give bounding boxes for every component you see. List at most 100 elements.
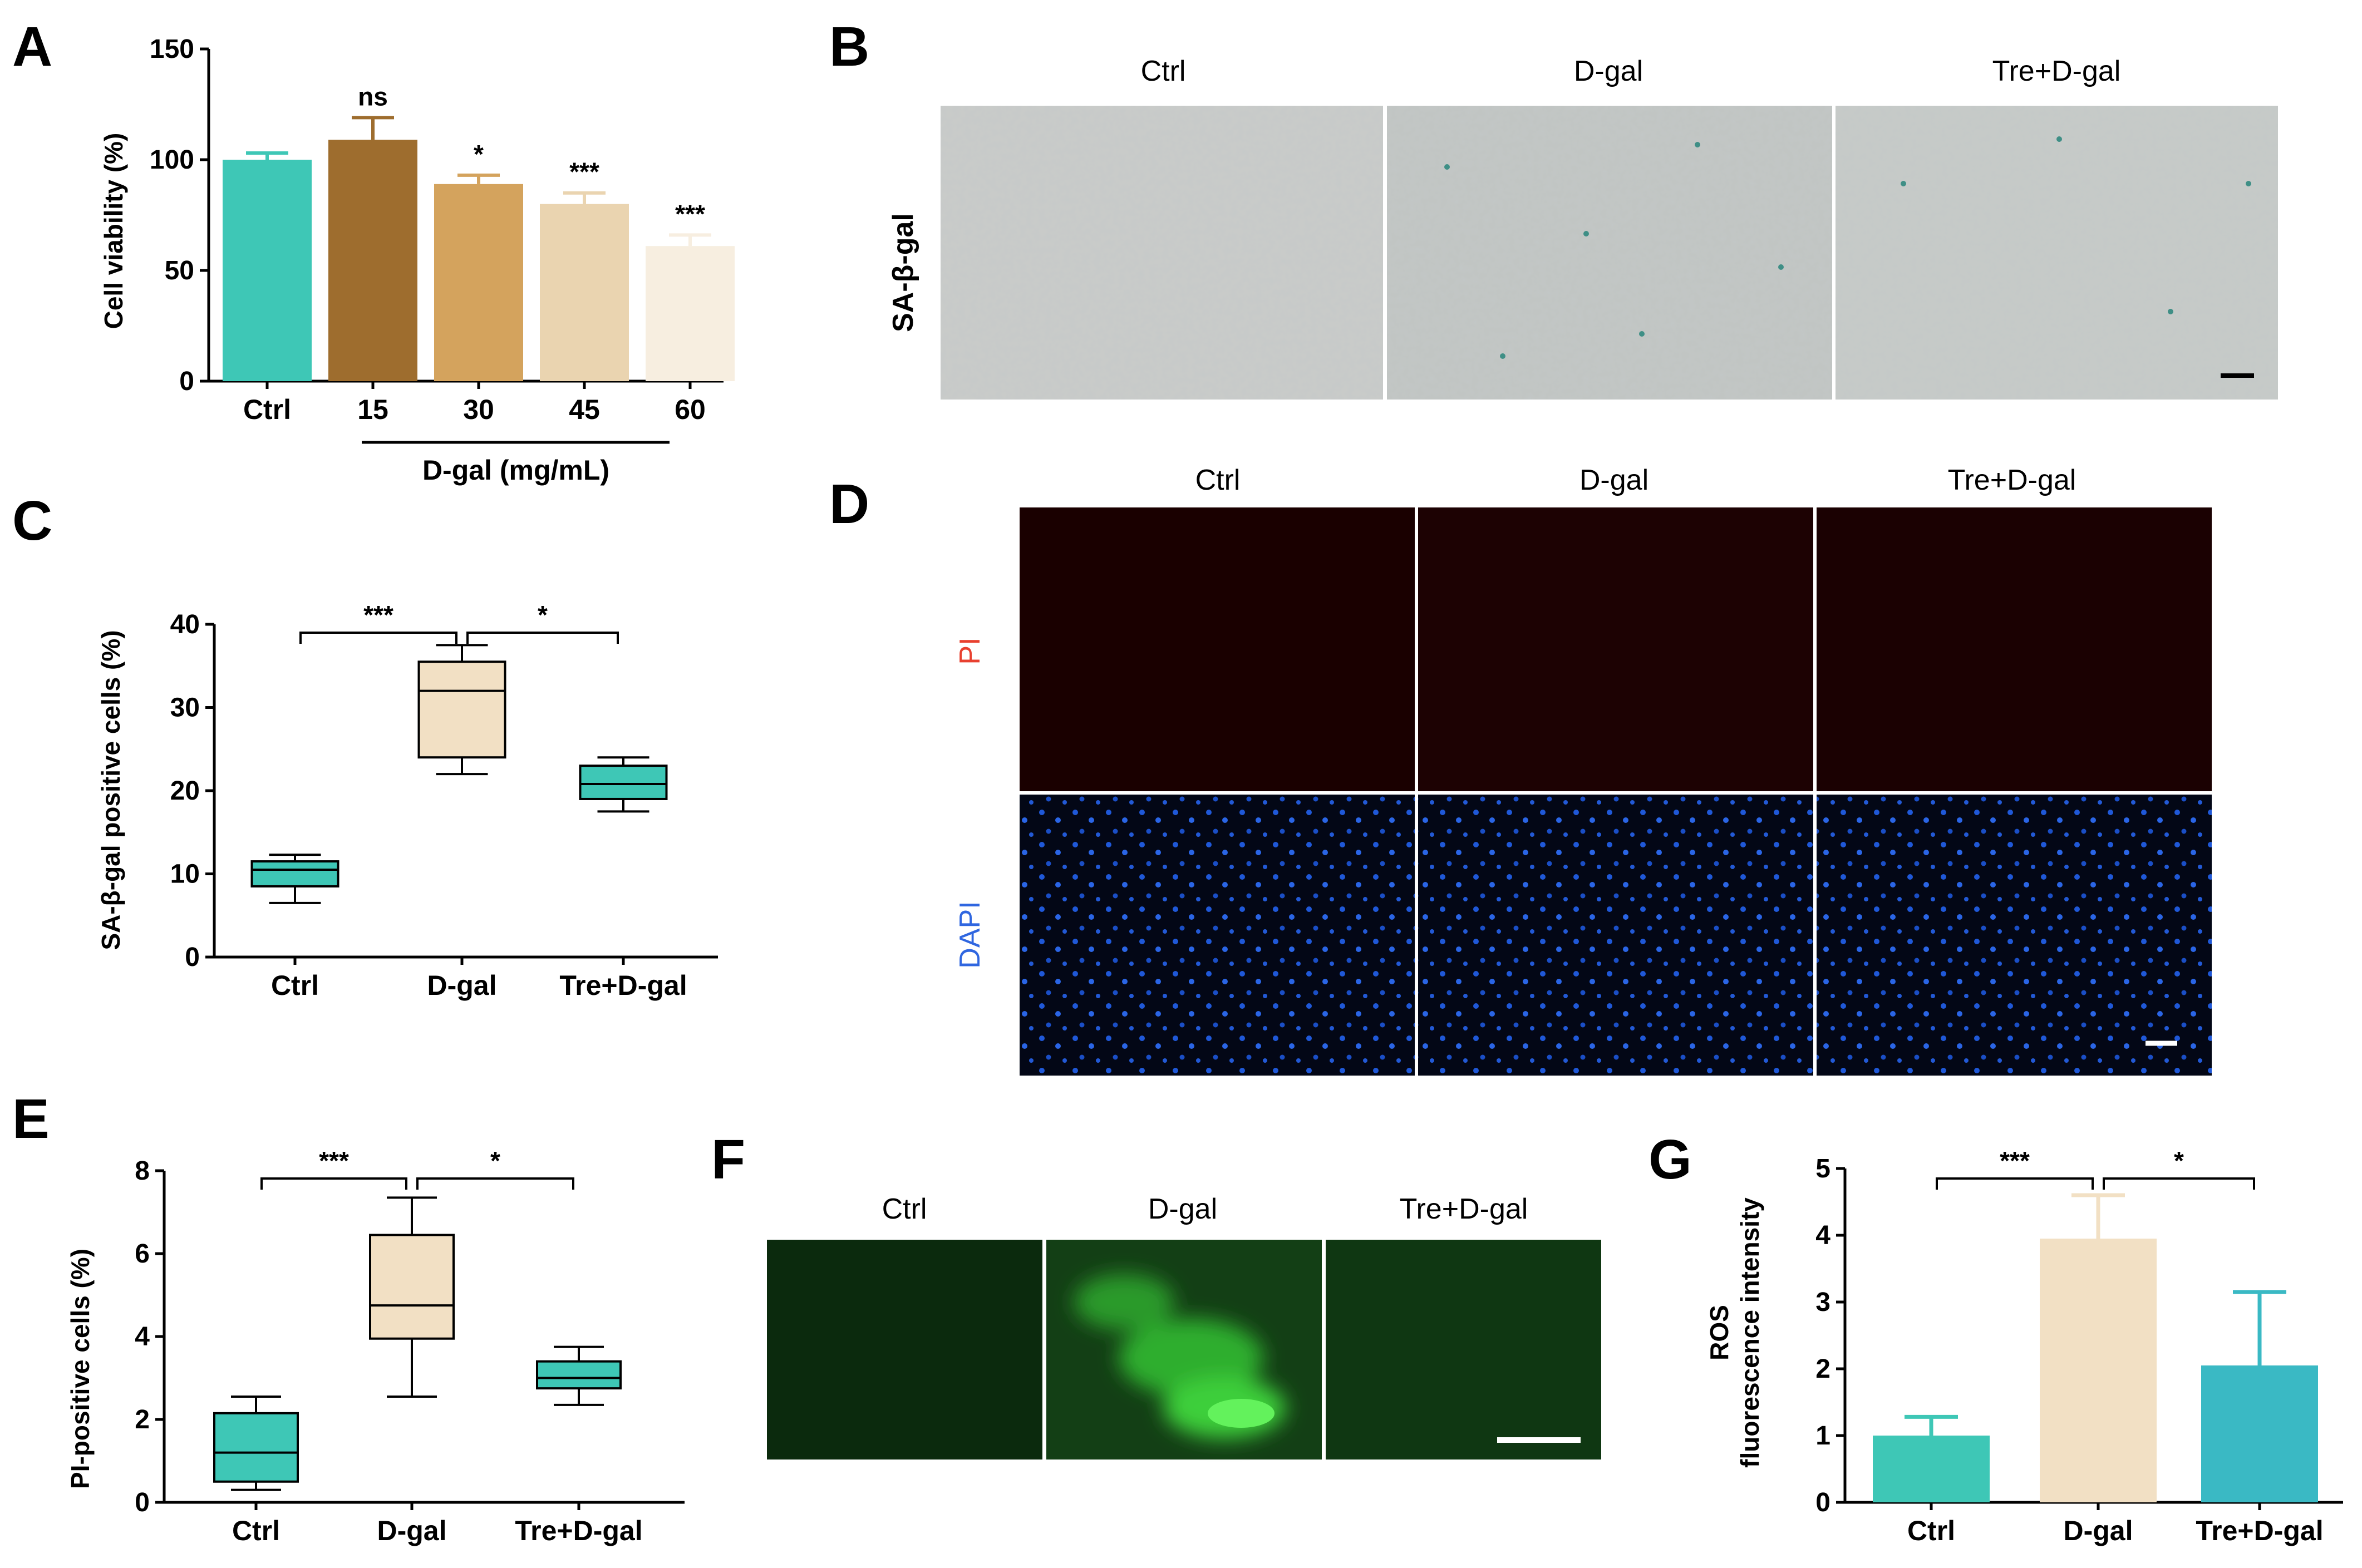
chart-g-comparison-bracket-1 — [2103, 1177, 2255, 1190]
chart-c-comparison-bracket-0 — [299, 632, 457, 644]
chart-g-category-0: Ctrl — [1907, 1515, 1955, 1546]
chart-e-comparison-bracket-0 — [260, 1177, 407, 1190]
chart-g-ytick-label-3: 3 — [1815, 1288, 1830, 1317]
chart-e-category-2: Tre+D-gal — [515, 1515, 642, 1546]
chart-c-category-2: Tre+D-gal — [559, 970, 687, 1001]
chart-e-ytick-label-3: 6 — [135, 1239, 150, 1269]
chart-g-bar-0 — [1873, 1436, 1990, 1502]
chart-c-ytick-label-3: 30 — [170, 693, 200, 723]
chart-a-bar-0 — [223, 160, 312, 381]
panel-label-d: D — [829, 473, 869, 535]
chart-g-comparison-bracket-0 — [1936, 1177, 2094, 1190]
panel-d-col-tre-dgal: Tre+D-gal — [1948, 464, 2076, 496]
panel-b-col-dgal: D-gal — [1574, 55, 1643, 87]
panel-f-image-tre-dgal — [1326, 1240, 1601, 1459]
panel-f-col-dgal: D-gal — [1148, 1193, 1217, 1225]
chart-e-ytick-label-4: 8 — [135, 1156, 150, 1186]
chart-g-bar-2 — [2201, 1365, 2318, 1502]
chart-c-ylabel: SA-β-gal positive cells (%) — [96, 630, 125, 950]
chart-a-category-0: Ctrl — [243, 394, 291, 425]
chart-a-category-4: 60 — [675, 394, 706, 425]
panel-d-dapi-ctrl — [1020, 795, 1415, 1076]
panel-b-col-tre-dgal: Tre+D-gal — [1992, 55, 2121, 87]
chart-c-category-0: Ctrl — [271, 970, 319, 1001]
chart-g-ytick-label-5: 5 — [1815, 1154, 1830, 1184]
panel-b-row-sa-beta-gal: SA-β-gal — [887, 213, 919, 332]
panel-d-col-dgal: D-gal — [1579, 464, 1649, 496]
chart-a-bar-2 — [434, 184, 523, 381]
chart-c-box-1 — [417, 644, 506, 776]
chart-c-iqr-0 — [250, 860, 339, 887]
chart-g-ytick-label-2: 2 — [1815, 1354, 1830, 1384]
chart-e-iqr-1 — [369, 1234, 455, 1340]
chart-g-ytick-label-4: 4 — [1815, 1221, 1830, 1250]
chart-g-ytick-label-0: 0 — [1815, 1488, 1830, 1517]
panel-f-image-ctrl — [767, 1240, 1042, 1459]
chart-a-bar-1 — [328, 140, 417, 381]
chart-a-ytick-label-2: 100 — [150, 145, 194, 175]
panel-d-row-dapi: DAPI — [954, 901, 986, 968]
chart-c-comparison-bracket-1 — [466, 632, 619, 644]
chart-e-category-1: D-gal — [377, 1515, 447, 1546]
chart-g-comparison-label-0: *** — [2000, 1146, 2030, 1175]
chart-g-category-1: D-gal — [2064, 1515, 2133, 1546]
chart-g-ytick-label-1: 1 — [1815, 1421, 1830, 1451]
chart-a-category-2: 30 — [463, 394, 494, 425]
panel-f-col-tre-dgal: Tre+D-gal — [1400, 1193, 1528, 1225]
chart-a-category-1: 15 — [357, 394, 388, 425]
chart-e-box-0 — [213, 1396, 299, 1491]
panel-label-f: F — [711, 1128, 745, 1191]
panel-d-pi-dgal — [1418, 507, 1813, 791]
chart-a-ytick-label-1: 50 — [165, 256, 194, 285]
chart-a-significance-4: *** — [675, 199, 705, 228]
panel-b-image-ctrl — [941, 106, 1383, 400]
chart-a-significance-3: *** — [569, 157, 599, 186]
chart-a-group-label: D-gal (mg/mL) — [422, 455, 609, 486]
panel-b-micrographs: Ctrl D-gal Tre+D-gal SA-β-gal — [887, 55, 2278, 400]
panel-f-col-ctrl: Ctrl — [882, 1193, 927, 1225]
chart-a-bar-4 — [646, 246, 735, 381]
panel-b-image-dgal — [1387, 106, 1832, 400]
panel-label-g: G — [1649, 1128, 1692, 1191]
chart-e-ylabel: PI-positive cells (%) — [66, 1249, 95, 1489]
panel-f-image-dgal — [1046, 1240, 1322, 1459]
panel-label-b: B — [829, 16, 869, 78]
chart-g-category-2: Tre+D-gal — [2196, 1515, 2323, 1546]
chart-a-significance-2: * — [474, 140, 484, 169]
panel-b-col-ctrl: Ctrl — [1141, 55, 1186, 87]
chart-e-box-1 — [369, 1196, 455, 1398]
panel-label-a: A — [12, 16, 52, 78]
chart-c-box-0 — [250, 854, 339, 904]
panel-b-image-tre-dgal — [1836, 106, 2278, 400]
chart-e-ytick-label-0: 0 — [135, 1488, 150, 1517]
chart-e-ytick-label-1: 2 — [135, 1405, 150, 1434]
panel-d-dapi-dgal — [1418, 795, 1813, 1076]
chart-a-ytick-label-0: 0 — [179, 367, 194, 396]
chart-a-ylabel: Cell viability (%) — [99, 133, 128, 329]
chart-c-category-1: D-gal — [427, 970, 497, 1001]
chart-c-iqr-2 — [579, 765, 668, 800]
chart-e-comparison-label-0: *** — [319, 1146, 349, 1175]
panel-d-pi-tre-dgal — [1817, 507, 2212, 791]
panel-d-fluorescence: Ctrl D-gal Tre+D-gal PI DAPI — [954, 464, 2212, 1076]
chart-g-ylabel-line2: fluorescence intensity — [1735, 1197, 1764, 1468]
chart-c-ytick-label-2: 20 — [170, 776, 200, 806]
chart-g-bar-1 — [2040, 1239, 2157, 1502]
panel-d-pi-ctrl — [1020, 507, 1415, 791]
chart-c-comparison-label-1: * — [538, 600, 548, 629]
chart-g-comparison-label-1: * — [2174, 1146, 2184, 1175]
panel-d-dapi-tre-dgal — [1817, 795, 2212, 1076]
chart-c-ytick-label-0: 0 — [185, 943, 200, 972]
chart-c-ytick-label-4: 40 — [170, 610, 200, 639]
chart-e-iqr-0 — [213, 1412, 299, 1483]
chart-c-box-2 — [579, 756, 668, 813]
chart-a-bar-3 — [540, 204, 629, 381]
panel-d-row-pi: PI — [954, 637, 986, 664]
chart-c-ytick-label-1: 10 — [170, 860, 200, 889]
chart-e-comparison-label-1: * — [490, 1146, 500, 1175]
panel-d-col-ctrl: Ctrl — [1195, 464, 1241, 496]
